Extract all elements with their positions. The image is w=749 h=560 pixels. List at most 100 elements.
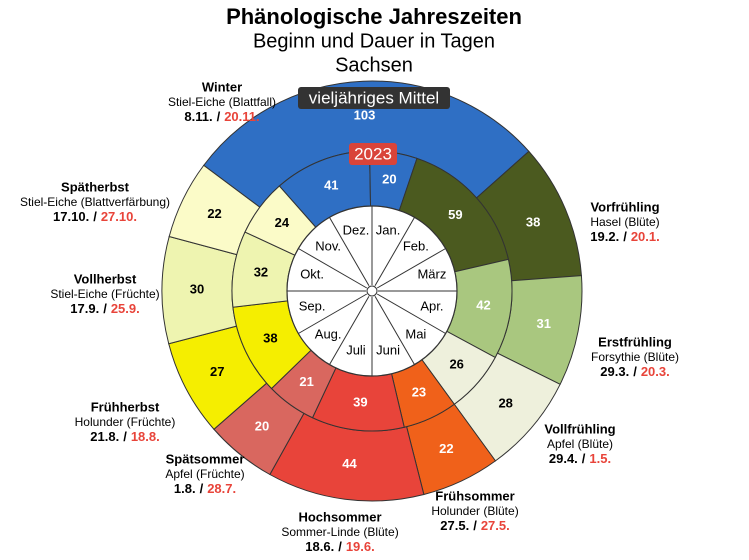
season-date: 17.10. [53, 209, 89, 224]
month-label: Mai [405, 326, 426, 341]
segment-label: 22 [439, 441, 453, 456]
month-label: Juli [346, 342, 366, 357]
month-label: Apr. [420, 298, 443, 313]
date-separator: / [103, 301, 107, 316]
date-separator: / [217, 109, 221, 124]
month-divider [376, 293, 446, 334]
season-name: Hochsommer [298, 509, 381, 524]
date-separator: / [473, 518, 477, 533]
segment-label: 28 [498, 395, 512, 410]
season-date: 1.5. [589, 451, 611, 466]
season-indicator: Hasel (Blüte) [590, 215, 659, 229]
month-divider [298, 293, 368, 334]
month-divider [374, 217, 415, 287]
segment-label: 27 [210, 364, 224, 379]
segment-label: 59 [448, 207, 462, 222]
season-date: 18.8. [131, 429, 160, 444]
date-separator: / [93, 209, 97, 224]
month-label: März [417, 266, 446, 281]
season-indicator: Stiel-Eiche (Blattverfärbung) [20, 195, 170, 209]
season-date: 20.11. [224, 109, 259, 124]
month-label: Juni [376, 342, 400, 357]
month-label: Aug. [315, 326, 342, 341]
season-dates: 29.4. /1.5. [549, 451, 611, 466]
month-label: Okt. [300, 266, 324, 281]
segment-label: 44 [342, 456, 357, 471]
month-divider [298, 248, 368, 289]
segment-label: 26 [449, 357, 463, 372]
month-divider [374, 295, 415, 365]
segment-label: 39 [353, 394, 367, 409]
season-date: 19.2. [590, 229, 619, 244]
season-dates: 29.3. / 20.3. [600, 364, 669, 379]
month-divider [329, 295, 370, 365]
season-date: 19.6. [346, 539, 375, 554]
season-indicator: Holunder (Früchte) [75, 415, 176, 429]
season-name: Winter [202, 79, 242, 94]
month-divider [376, 248, 446, 289]
center-dot [366, 285, 378, 297]
date-separator: / [123, 429, 127, 444]
chart-subtitle: Beginn und Dauer in Tagen [253, 30, 495, 52]
segment-label: 23 [412, 385, 426, 400]
segment-label: 24 [275, 215, 290, 230]
season-date: 28.7. [207, 481, 236, 496]
season-date: 29.3. [600, 364, 629, 379]
segment-label: 31 [536, 316, 550, 331]
season-dates: 8.11. /20.11. [184, 109, 259, 124]
date-separator: / [200, 481, 204, 496]
season-name: Frühsommer [435, 488, 514, 503]
season-date: 18.6. [305, 539, 334, 554]
season-indicator: Stiel-Eiche (Früchte) [50, 287, 159, 301]
month-label: Dez. [343, 223, 370, 238]
segment-label: 38 [263, 331, 277, 346]
season-name: Erstfrühling [598, 334, 672, 349]
season-indicator: Stiel-Eiche (Blattfall) [168, 95, 276, 109]
season-date: 29.4. [549, 451, 578, 466]
season-date: 27.5. [481, 518, 510, 533]
season-date: 25.9. [111, 301, 140, 316]
segment-label: 21 [299, 374, 313, 389]
season-date: 20.3. [641, 364, 670, 379]
segment-label: 20 [255, 419, 269, 434]
month-wheel: Jan.Feb. März Apr. Mai Juni Juli Aug. Sep. Okt. N… [286, 205, 458, 377]
legend-box [298, 87, 450, 109]
segment-label: 103 [354, 108, 376, 123]
season-name: Frühherbst [91, 399, 160, 414]
legend-label: vieljähriges Mittel [309, 88, 439, 107]
season-dates: 19.2. / 20.1. [590, 229, 659, 244]
region: Sachsen [335, 54, 413, 76]
season-indicator: Apfel (Früchte) [165, 467, 244, 481]
season-indicator: Holunder (Blüte) [431, 504, 518, 518]
season-date: 20.1. [631, 229, 660, 244]
rings: 103 38 31 28 22 44 20 27 30 22 41 20 59 42 26 23 39 21 38 3… [161, 80, 583, 502]
segment-label: 22 [207, 206, 221, 221]
legend-box [349, 143, 397, 165]
season-dates: 1.8. /28.7. [174, 481, 236, 496]
season-date: 27.10. [101, 209, 137, 224]
season-name: Spätsommer [166, 451, 245, 466]
month-divider [329, 217, 370, 287]
season-dates: 17.10. / 27.10. [53, 209, 137, 224]
segment-label: 38 [526, 214, 540, 229]
season-name: Vollherbst [74, 271, 137, 286]
legend: vieljähriges Mittel 2023 [298, 87, 450, 165]
segment-label: 32 [254, 265, 268, 280]
season-dates: 27.5. / 27.5. [440, 518, 509, 533]
season-indicator: Apfel (Blüte) [547, 437, 613, 451]
season-indicator: Sommer-Linde (Blüte) [281, 525, 398, 539]
month-label: Sep. [299, 298, 326, 313]
season-dates: 17.9. / 25.9. [70, 301, 139, 316]
season-indicator: Forsythie (Blüte) [591, 350, 679, 364]
legend-label: 2023 [354, 144, 392, 163]
date-separator: / [623, 229, 627, 244]
season-date: 17.9. [70, 301, 99, 316]
segment-label: 20 [382, 171, 396, 186]
date-separator: / [633, 364, 637, 379]
season-date: 21.8. [90, 429, 119, 444]
season-date: 8.11. [184, 109, 212, 124]
season-dates: 21.8. / 18.8. [90, 429, 159, 444]
date-separator: / [582, 451, 586, 466]
